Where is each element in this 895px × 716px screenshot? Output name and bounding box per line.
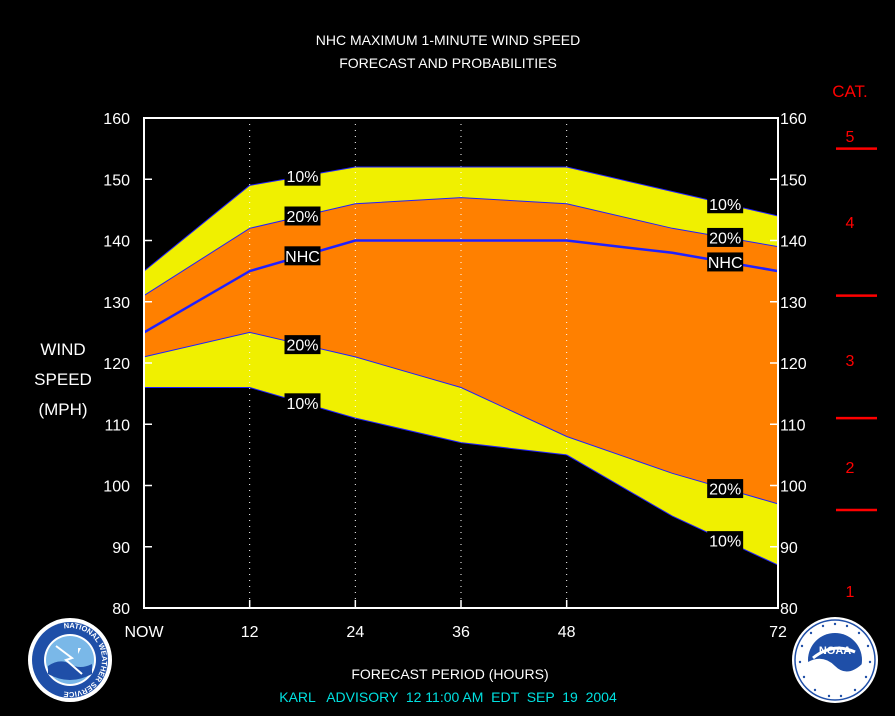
- curve-label-box: [284, 206, 321, 226]
- curve-label-box: [707, 194, 744, 214]
- y-tick-label-right: 130: [780, 295, 807, 312]
- category-label: 3: [846, 353, 855, 370]
- curve-label: 20%: [709, 230, 741, 247]
- curve-label-box: [707, 252, 744, 272]
- y-tick-label-right: 90: [780, 540, 798, 557]
- noaa-logo-text: NOAA: [819, 645, 851, 657]
- y-axis-label-line1: WIND: [40, 340, 85, 359]
- curve-label: 10%: [709, 534, 741, 551]
- band-20-percent: [144, 197, 778, 504]
- y-tick-label-right: 160: [780, 111, 807, 128]
- curve-label: NHC: [708, 255, 743, 272]
- y-axis-label-line3: (MPH): [38, 400, 87, 419]
- series-line-10-upper: [143, 166, 779, 272]
- y-tick-label-right: 140: [780, 234, 807, 251]
- y-tick-label-right: 150: [780, 172, 807, 189]
- category-label: 1: [846, 584, 855, 601]
- curve-label-box: [284, 246, 321, 266]
- y-tick-label-right: 110: [780, 417, 806, 434]
- y-tick-label-left: 90: [112, 540, 130, 557]
- y-axis-label-line2: SPEED: [34, 370, 92, 389]
- y-tick-label-right: 100: [780, 479, 807, 496]
- series-line-10-lower: [144, 387, 779, 566]
- curve-label: 20%: [709, 482, 741, 499]
- category-label: 5: [846, 129, 855, 146]
- x-tick-label: NOW: [124, 624, 164, 641]
- category-scale: 1 2 3 4 5: [836, 129, 877, 601]
- y-tick-label-left: 80: [112, 601, 130, 618]
- y-tick-label-left: 140: [103, 234, 130, 251]
- x-axis-label: FORECAST PERIOD (HOURS): [351, 666, 548, 682]
- nws-logo: NATIONAL WEATHER SERVICE: [28, 618, 112, 702]
- x-tick-label: 72: [769, 624, 787, 641]
- curve-label-box: [707, 479, 744, 499]
- curve-label: 10%: [709, 197, 741, 214]
- x-tick-label: 36: [452, 624, 470, 641]
- y-tick-label-right: 80: [780, 601, 798, 618]
- y-tick-label-left: 110: [104, 417, 130, 434]
- curve-label-box: [707, 227, 744, 247]
- curve-label-box: [284, 393, 321, 413]
- series-line-20-upper: [143, 197, 779, 297]
- category-label: 2: [846, 460, 855, 477]
- series-line-nhc: [143, 239, 779, 334]
- chart-title-line1: NHC MAXIMUM 1-MINUTE WIND SPEED: [316, 32, 580, 48]
- y-tick-label-right: 120: [780, 356, 807, 373]
- curve-label: 20%: [286, 209, 318, 226]
- advisory-footer: KARL ADVISORY 12 11:00 AM EDT SEP 19 200…: [279, 689, 617, 705]
- noaa-logo: NOAA: [792, 617, 878, 703]
- curve-label-box: [284, 166, 321, 186]
- curve-label: NHC: [285, 249, 320, 266]
- category-axis-label: CAT.: [832, 82, 868, 101]
- curve-label: 20%: [286, 338, 318, 355]
- curve-label-box: [707, 531, 744, 551]
- y-tick-label-left: 130: [103, 295, 130, 312]
- curve-label: 10%: [286, 396, 318, 413]
- category-label: 4: [846, 215, 855, 232]
- y-tick-label-left: 150: [103, 172, 130, 189]
- curve-label: 10%: [286, 169, 318, 186]
- chart-title-line2: FORECAST AND PROBABILITIES: [339, 55, 557, 71]
- plot-area: 80 80 90 90 100 100 110 110 120 120 130 130 140 140 15…: [103, 111, 807, 641]
- curve-label-box: [284, 335, 321, 355]
- x-tick-label: 24: [346, 624, 364, 641]
- y-tick-label-left: 120: [103, 356, 130, 373]
- x-tick-label: 12: [241, 624, 259, 641]
- series-line-20-lower: [143, 331, 779, 505]
- y-tick-label-left: 160: [103, 111, 130, 128]
- x-tick-label: 48: [558, 624, 576, 641]
- y-tick-label-left: 100: [103, 479, 130, 496]
